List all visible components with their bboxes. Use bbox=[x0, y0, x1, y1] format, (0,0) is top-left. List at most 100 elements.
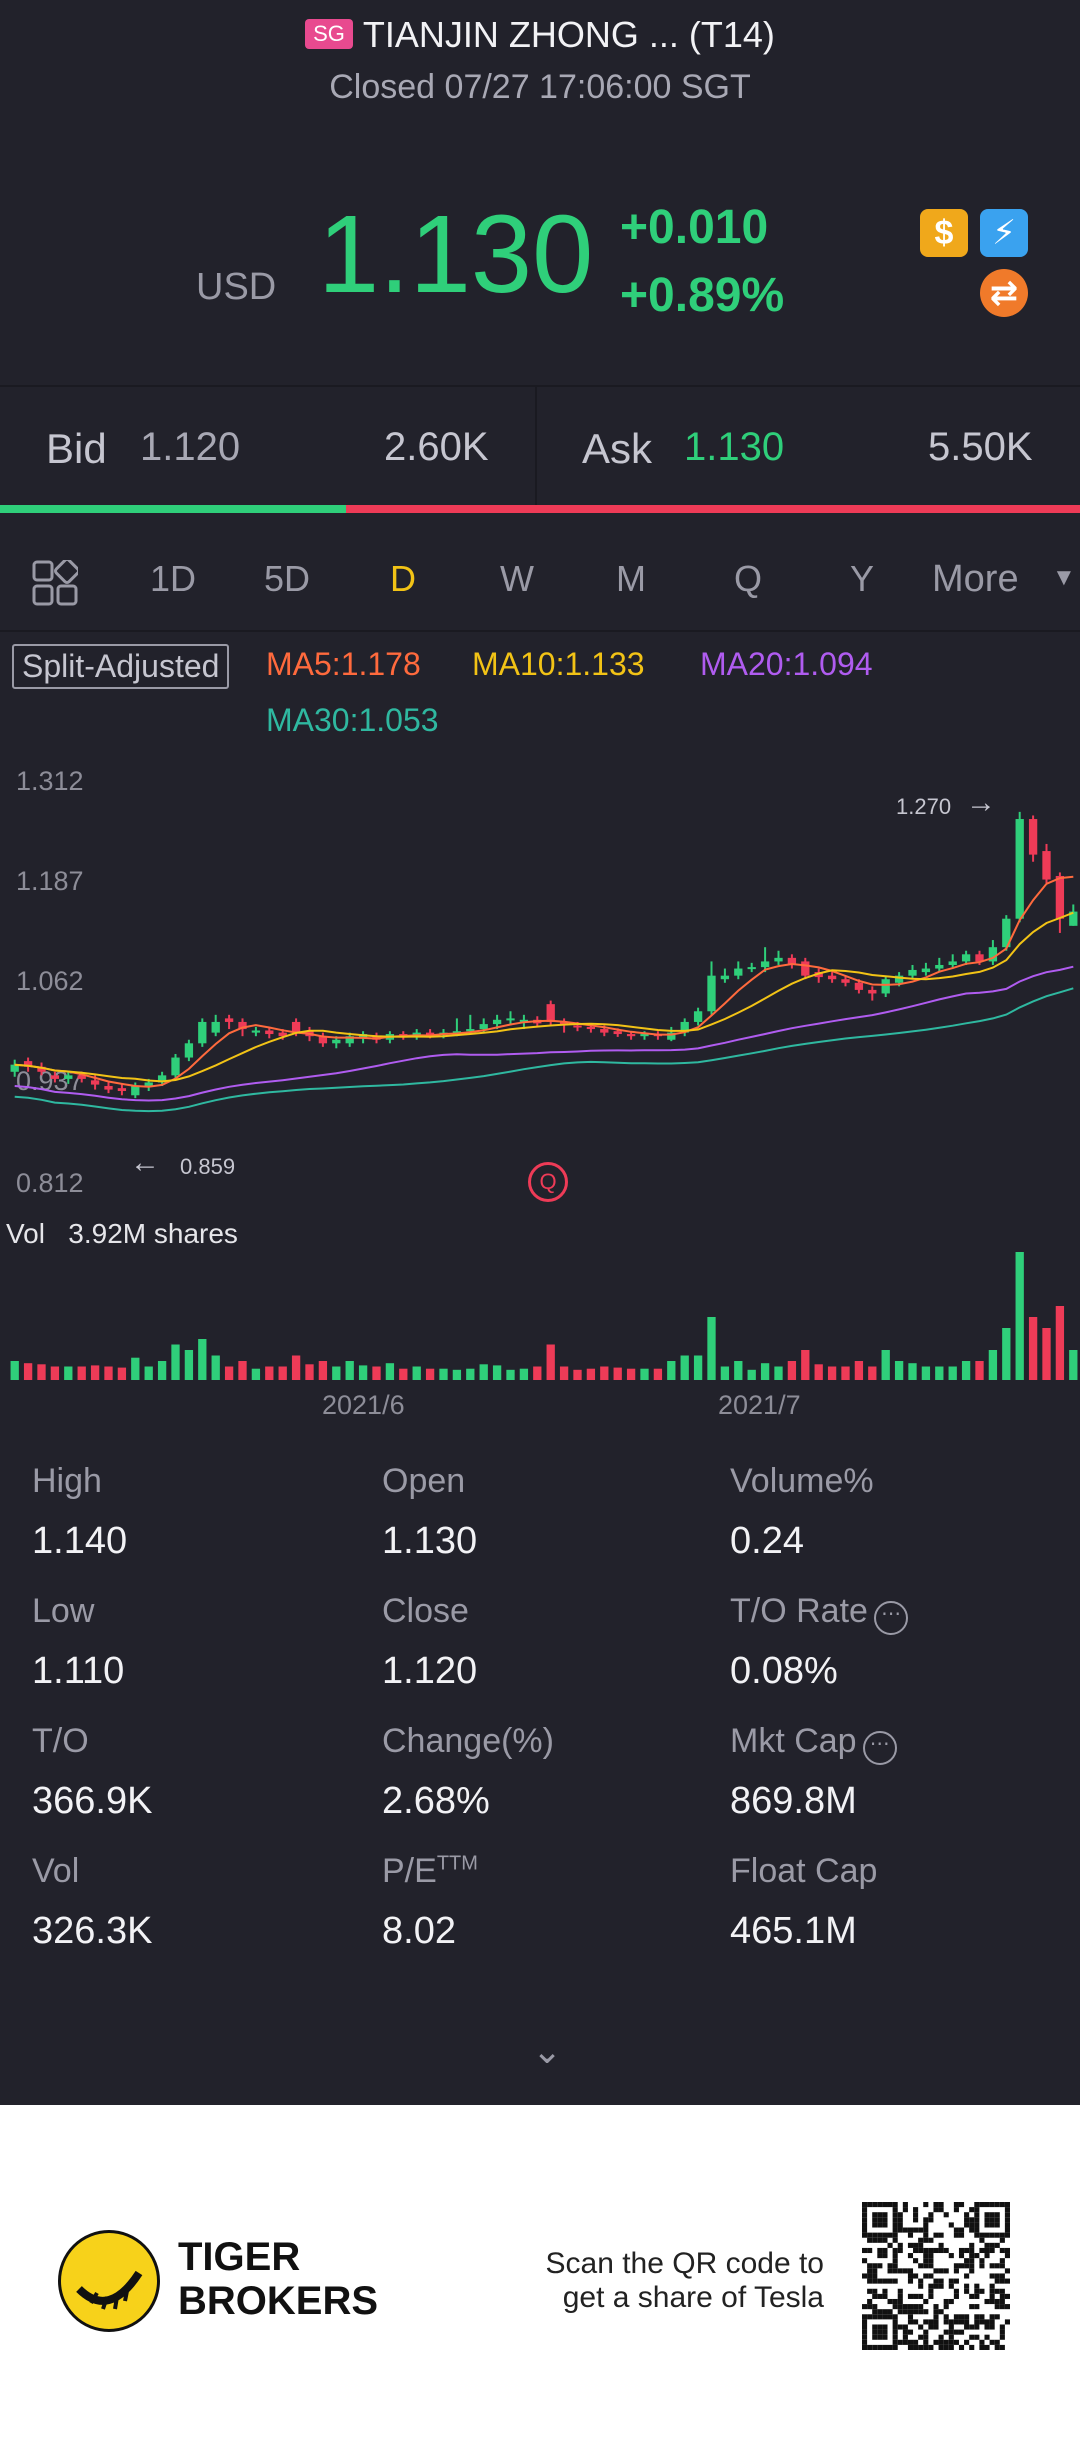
volume-chart[interactable] bbox=[0, 1250, 1080, 1385]
qr-module bbox=[872, 2222, 878, 2228]
qr-module bbox=[938, 2278, 944, 2284]
candle-body bbox=[224, 1018, 234, 1022]
qr-code-icon[interactable] bbox=[862, 2202, 1010, 2350]
qr-module bbox=[984, 2334, 990, 2340]
volume-bar bbox=[707, 1317, 716, 1380]
chevron-down-icon[interactable]: ▼ bbox=[1052, 564, 1076, 591]
candle-body bbox=[157, 1075, 167, 1083]
qr-module bbox=[938, 2334, 944, 2340]
qr-module bbox=[938, 2242, 944, 2248]
qr-module bbox=[913, 2207, 919, 2213]
qr-module bbox=[953, 2288, 959, 2294]
period-tabs: 1D 5D D W M Q Y More ▼ bbox=[0, 540, 1080, 632]
qr-module bbox=[913, 2339, 919, 2345]
grid-icon[interactable] bbox=[32, 560, 78, 606]
more-info-icon[interactable]: ⋯ bbox=[873, 1601, 908, 1635]
qr-module bbox=[933, 2283, 939, 2289]
ma20-line bbox=[14, 965, 1074, 1102]
qr-module bbox=[882, 2324, 888, 2330]
dollar-icon[interactable]: $ bbox=[920, 209, 968, 257]
ma20-indicator: MA20:1.094 bbox=[700, 646, 873, 682]
candle-body bbox=[10, 1064, 19, 1072]
x-date-label: 2021/7 bbox=[718, 1390, 801, 1420]
candle-body bbox=[345, 1036, 354, 1044]
tab-5d[interactable]: 5D bbox=[264, 558, 311, 599]
qr-module bbox=[867, 2344, 873, 2350]
qr-module bbox=[964, 2217, 970, 2223]
qr-module bbox=[877, 2247, 883, 2254]
tab-w[interactable]: W bbox=[500, 558, 534, 599]
qr-module bbox=[964, 2288, 970, 2294]
qr-module bbox=[872, 2293, 878, 2299]
qr-module bbox=[923, 2319, 929, 2325]
tab-m[interactable]: M bbox=[616, 558, 646, 599]
qr-module bbox=[923, 2227, 929, 2233]
qr-module bbox=[974, 2324, 980, 2330]
x-date-label: 2021/6 bbox=[322, 1390, 405, 1420]
market-status: Closed 07/27 17:06:00 SGT bbox=[329, 68, 751, 106]
qr-module bbox=[877, 2217, 883, 2223]
qr-module bbox=[872, 2288, 878, 2294]
qr-module bbox=[882, 2314, 888, 2320]
split-adjusted-button[interactable]: Split-Adjusted bbox=[12, 644, 230, 689]
qr-module bbox=[907, 2293, 914, 2299]
qr-module bbox=[953, 2293, 959, 2299]
qr-module bbox=[897, 2298, 903, 2305]
candle-body bbox=[291, 1021, 301, 1033]
y-tick-label: 1.187 bbox=[16, 866, 84, 896]
candle-body bbox=[988, 947, 998, 962]
pe-suffix: TTM bbox=[436, 1852, 478, 1875]
qr-module bbox=[969, 2304, 975, 2310]
stat-label-low: Low bbox=[32, 1592, 95, 1630]
y-tick-label: 1.062 bbox=[16, 966, 84, 996]
qr-module bbox=[948, 2324, 954, 2330]
qr-module bbox=[994, 2263, 1000, 2269]
qr-module bbox=[964, 2212, 970, 2218]
bid-size: 2.60K bbox=[384, 425, 489, 469]
ma10-line bbox=[14, 911, 1074, 1083]
divider bbox=[535, 387, 537, 507]
qr-module bbox=[867, 2288, 873, 2294]
q-marker-icon[interactable]: Q bbox=[528, 1162, 568, 1202]
tab-d[interactable]: D bbox=[390, 558, 416, 599]
price-change-pct: +0.89% bbox=[620, 269, 785, 322]
volume-bar bbox=[519, 1368, 529, 1380]
expand-chevron-icon[interactable]: ⌄ bbox=[532, 2030, 563, 2071]
swap-icon[interactable]: ⇄ bbox=[980, 269, 1028, 317]
qr-module bbox=[907, 2344, 914, 2350]
qr-module bbox=[989, 2319, 995, 2325]
candle-body bbox=[1002, 918, 1011, 948]
qr-module bbox=[974, 2217, 980, 2223]
qr-module bbox=[887, 2344, 893, 2350]
candle-body bbox=[37, 1066, 46, 1072]
more-info-icon[interactable]: ⋯ bbox=[862, 1731, 897, 1765]
tab-more[interactable]: More bbox=[932, 558, 1019, 600]
qr-module bbox=[918, 2334, 924, 2340]
tab-y[interactable]: Y bbox=[850, 558, 875, 599]
tab-1d[interactable]: 1D bbox=[150, 558, 197, 599]
candle-body bbox=[827, 975, 837, 980]
volume-bar bbox=[104, 1366, 113, 1380]
qr-module bbox=[964, 2247, 970, 2254]
qr-module bbox=[994, 2242, 1000, 2248]
candle-body bbox=[814, 972, 823, 978]
last-price: 1.130 bbox=[318, 193, 594, 316]
share-footer: TIGER BROKERS Scan the QR code to get a … bbox=[0, 2105, 1080, 2449]
qr-module bbox=[958, 2253, 965, 2259]
stat-value-vol: 326.3K bbox=[32, 1910, 153, 1952]
tab-q[interactable]: Q bbox=[734, 558, 763, 599]
candle-body bbox=[868, 989, 877, 994]
qr-module bbox=[933, 2268, 939, 2274]
qr-module bbox=[999, 2304, 1005, 2310]
bid-label: Bid bbox=[46, 425, 107, 472]
bid-ask-panel[interactable]: Bid 1.120 2.60K Ask 1.130 5.50K bbox=[0, 385, 1080, 507]
volume-bar bbox=[573, 1369, 582, 1380]
candlestick-chart[interactable] bbox=[0, 760, 1080, 1200]
qr-module bbox=[974, 2227, 980, 2233]
qr-module bbox=[1004, 2227, 1010, 2233]
flash-icon[interactable]: ⚡ bbox=[980, 209, 1028, 257]
qr-module bbox=[918, 2263, 924, 2269]
qr-module bbox=[897, 2217, 903, 2223]
candle-body bbox=[265, 1030, 274, 1035]
stat-label-vol: Vol bbox=[32, 1852, 80, 1890]
